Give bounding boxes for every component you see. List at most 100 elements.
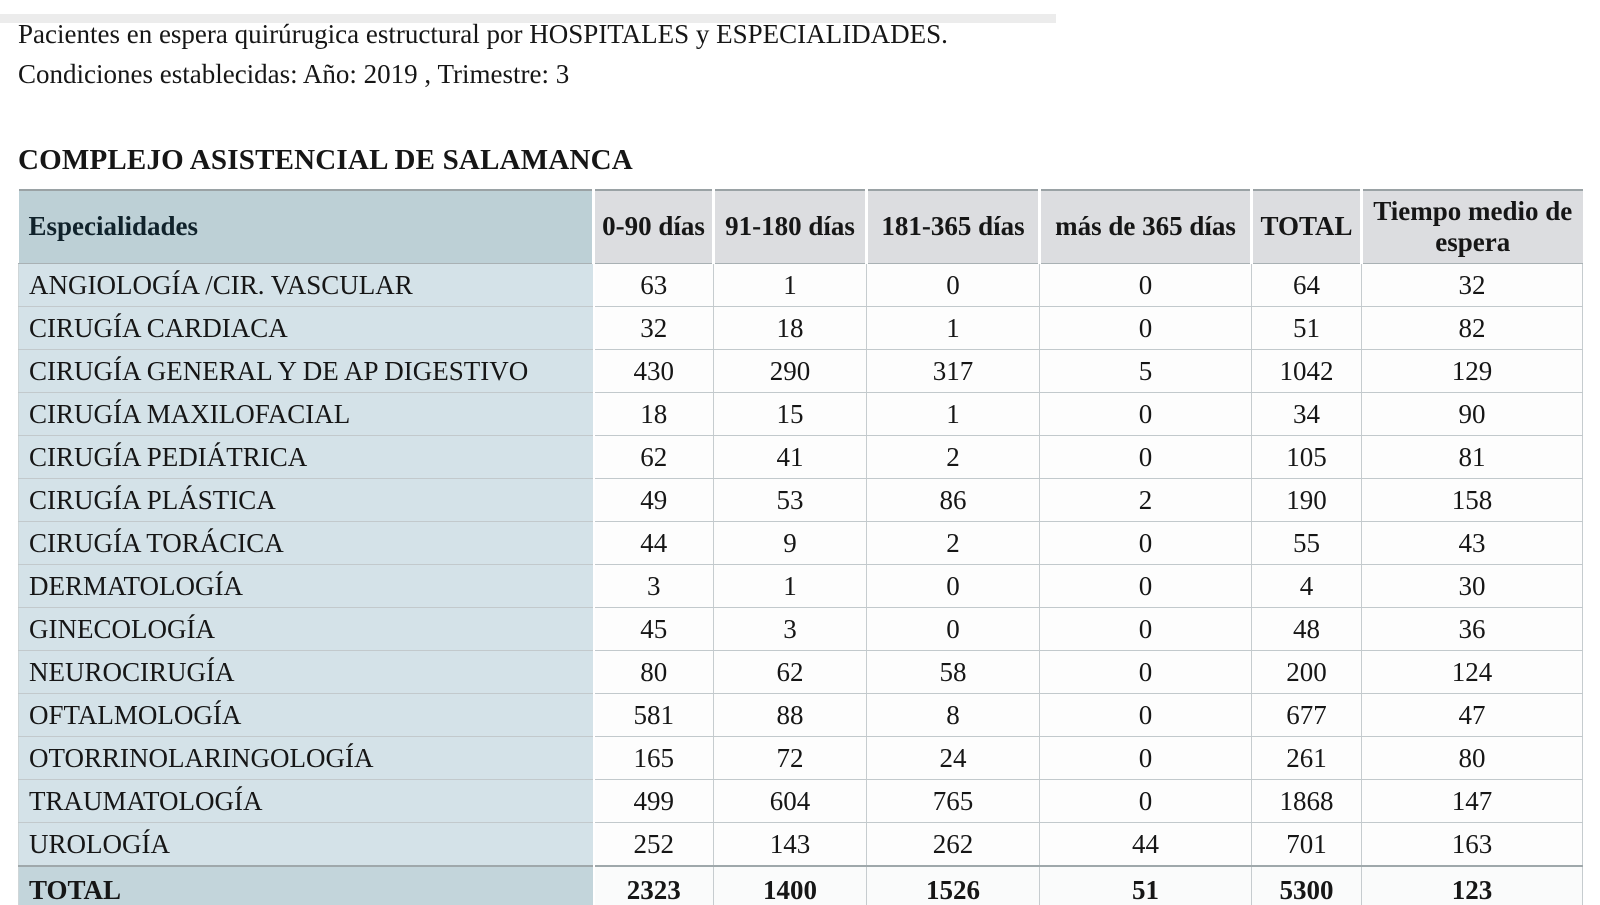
- column-header-91-180: 91-180 días: [712, 189, 867, 264]
- specialty-cell: OFTALMOLOGÍA: [18, 693, 595, 737]
- specialty-cell: GINECOLOGÍA: [18, 607, 595, 651]
- value-cell: 32: [1361, 263, 1583, 307]
- value-cell: 63: [593, 263, 714, 307]
- specialty-cell: DERMATOLOGÍA: [18, 564, 595, 608]
- value-cell: 64: [1251, 263, 1362, 307]
- value-cell: 24: [866, 736, 1040, 780]
- value-cell: 262: [866, 822, 1040, 867]
- column-header-tiempo-medio: Tiempo medio de espera: [1360, 189, 1583, 264]
- value-cell: 34: [1251, 392, 1362, 436]
- value-cell: 124: [1361, 650, 1583, 694]
- value-cell: 48: [1251, 607, 1362, 651]
- value-cell: 1: [713, 263, 867, 307]
- value-cell: 0: [866, 607, 1040, 651]
- specialty-cell: NEUROCIRUGÍA: [18, 650, 595, 694]
- value-cell: 3: [593, 564, 714, 608]
- value-cell: 165: [593, 736, 714, 780]
- table-row: OTORRINOLARINGOLOGÍA 165 72 24 0 261 80: [18, 736, 1583, 780]
- value-cell: 0: [1039, 736, 1252, 780]
- value-cell: 58: [866, 650, 1040, 694]
- value-cell: 18: [713, 306, 867, 350]
- value-cell: 1: [713, 564, 867, 608]
- column-header-especialidades: Especialidades: [18, 189, 594, 264]
- value-cell: 261: [1251, 736, 1362, 780]
- value-cell: 82: [1361, 306, 1583, 350]
- value-cell: 81: [1361, 435, 1583, 479]
- value-cell: 15: [713, 392, 867, 436]
- value-cell: 581: [593, 693, 714, 737]
- value-cell: 143: [713, 822, 867, 867]
- value-cell: 499: [593, 779, 714, 823]
- value-cell: 45: [593, 607, 714, 651]
- specialty-cell: CIRUGÍA MAXILOFACIAL: [18, 392, 595, 436]
- value-cell: 80: [1361, 736, 1583, 780]
- value-cell: 701: [1251, 822, 1362, 867]
- value-cell: 2323: [593, 865, 714, 905]
- value-cell: 129: [1361, 349, 1583, 393]
- value-cell: 8: [866, 693, 1040, 737]
- value-cell: 0: [866, 564, 1040, 608]
- value-cell: 30: [1361, 564, 1583, 608]
- value-cell: 9: [713, 521, 867, 565]
- specialty-cell: TRAUMATOLOGÍA: [18, 779, 595, 823]
- value-cell: 0: [1039, 521, 1252, 565]
- column-header-mas-365: más de 365 días: [1038, 189, 1252, 264]
- hospital-title: COMPLEJO ASISTENCIAL DE SALAMANCA: [18, 144, 633, 176]
- table-row: CIRUGÍA PLÁSTICA 49 53 86 2 190 158: [18, 478, 1583, 522]
- top-edge-strip: [0, 14, 1056, 23]
- value-cell: 2: [1039, 478, 1252, 522]
- table-row: CIRUGÍA CARDIACA 32 18 1 0 51 82: [18, 306, 1583, 350]
- report-description: Pacientes en espera quirúrugica estructu…: [18, 19, 948, 49]
- specialty-cell: CIRUGÍA TORÁCICA: [18, 521, 595, 565]
- total-row: TOTAL 2323 1400 1526 51 5300 123: [18, 865, 1583, 905]
- specialty-cell: CIRUGÍA PEDIÁTRICA: [18, 435, 595, 479]
- value-cell: 290: [713, 349, 867, 393]
- value-cell: 317: [866, 349, 1040, 393]
- value-cell: 0: [1039, 392, 1252, 436]
- value-cell: 105: [1251, 435, 1362, 479]
- value-cell: 0: [1039, 779, 1252, 823]
- value-cell: 1042: [1251, 349, 1362, 393]
- value-cell: 2: [866, 521, 1040, 565]
- value-cell: 0: [1039, 263, 1252, 307]
- value-cell: 1: [866, 392, 1040, 436]
- value-cell: 1400: [713, 865, 867, 905]
- table-row: UROLOGÍA 252 143 262 44 701 163: [18, 822, 1583, 867]
- value-cell: 53: [713, 478, 867, 522]
- value-cell: 190: [1251, 478, 1362, 522]
- value-cell: 72: [713, 736, 867, 780]
- value-cell: 88: [713, 693, 867, 737]
- table-row: TRAUMATOLOGÍA 499 604 765 0 1868 147: [18, 779, 1583, 823]
- value-cell: 604: [713, 779, 867, 823]
- value-cell: 43: [1361, 521, 1583, 565]
- specialty-cell: UROLOGÍA: [18, 822, 595, 867]
- value-cell: 0: [1039, 306, 1252, 350]
- specialty-cell: CIRUGÍA GENERAL Y DE AP DIGESTIVO: [18, 349, 595, 393]
- value-cell: 1: [866, 306, 1040, 350]
- value-cell: 51: [1251, 306, 1362, 350]
- value-cell: 5300: [1251, 865, 1362, 905]
- value-cell: 44: [593, 521, 714, 565]
- value-cell: 3: [713, 607, 867, 651]
- value-cell: 158: [1361, 478, 1583, 522]
- value-cell: 86: [866, 478, 1040, 522]
- table-row: ANGIOLOGÍA /CIR. VASCULAR 63 1 0 0 64 32: [18, 263, 1583, 307]
- column-header-181-365: 181-365 días: [865, 189, 1040, 264]
- header-row: Especialidades 0-90 días 91-180 días 181…: [18, 189, 1583, 264]
- specialty-cell: CIRUGÍA PLÁSTICA: [18, 478, 595, 522]
- value-cell: 41: [713, 435, 867, 479]
- specialty-cell: CIRUGÍA CARDIACA: [18, 306, 595, 350]
- value-cell: 18: [593, 392, 714, 436]
- value-cell: 252: [593, 822, 714, 867]
- value-cell: 0: [866, 263, 1040, 307]
- specialty-cell: ANGIOLOGÍA /CIR. VASCULAR: [18, 263, 595, 307]
- value-cell: 32: [593, 306, 714, 350]
- value-cell: 49: [593, 478, 714, 522]
- value-cell: 90: [1361, 392, 1583, 436]
- value-cell: 55: [1251, 521, 1362, 565]
- value-cell: 47: [1361, 693, 1583, 737]
- table-row: GINECOLOGÍA 45 3 0 0 48 36: [18, 607, 1583, 651]
- value-cell: 36: [1361, 607, 1583, 651]
- value-cell: 430: [593, 349, 714, 393]
- value-cell: 163: [1361, 822, 1583, 867]
